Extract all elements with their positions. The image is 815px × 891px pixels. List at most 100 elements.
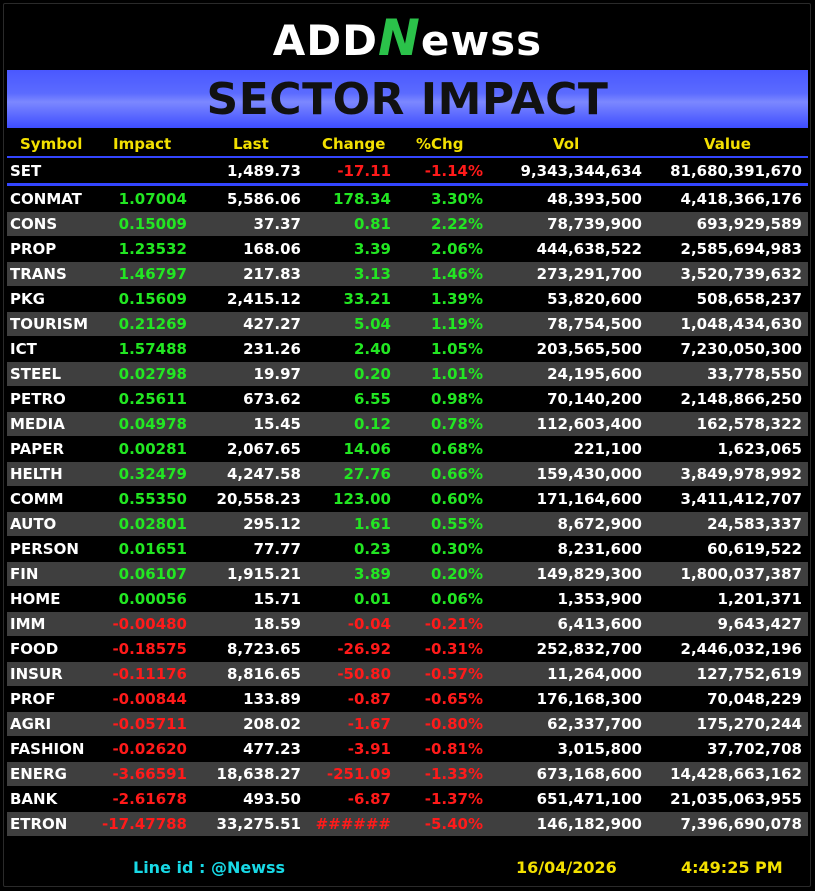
cell-change: 0.81 <box>353 215 391 233</box>
cell-symbol: INSUR <box>10 665 63 683</box>
logo-part-add: ADD <box>272 16 379 65</box>
cell-value: 1,623,065 <box>717 440 802 458</box>
cell-symbol: COMM <box>10 490 64 508</box>
cell-last: 2,067.65 <box>226 440 301 458</box>
cell-change: -6.87 <box>347 790 391 808</box>
cell-value: 9,643,427 <box>717 615 802 633</box>
cell-symbol: FOOD <box>10 640 59 658</box>
table-row: HOME 0.00056 15.71 0.01 0.06% 1,353,900 1,201,… <box>7 587 808 611</box>
cell-vol: 273,291,700 <box>536 265 642 283</box>
cell-vol: 9,343,344,634 <box>520 162 642 180</box>
cell-vol: 53,820,600 <box>547 290 642 308</box>
cell-symbol: PKG <box>10 290 45 308</box>
cell-change: -17.11 <box>337 162 391 180</box>
cell-vol: 1,353,900 <box>557 590 642 608</box>
cell-pctchg: 2.22% <box>430 215 483 233</box>
cell-value: 60,619,522 <box>707 540 802 558</box>
cell-value: 162,578,322 <box>696 415 802 433</box>
cell-pctchg: 1.46% <box>430 265 483 283</box>
cell-change: 5.04 <box>353 315 391 333</box>
cell-vol: 112,603,400 <box>536 415 642 433</box>
cell-vol: 8,231,600 <box>557 540 642 558</box>
cell-change: 0.01 <box>353 590 391 608</box>
cell-pctchg: 1.01% <box>430 365 483 383</box>
cell-pctchg: -0.81% <box>424 740 483 758</box>
cell-change: 3.13 <box>353 265 391 283</box>
cell-vol: 24,195,600 <box>547 365 642 383</box>
cell-symbol: STEEL <box>10 365 62 383</box>
cell-last: 2,415.12 <box>226 290 301 308</box>
cell-last: 477.23 <box>243 740 301 758</box>
cell-pctchg: 1.19% <box>430 315 483 333</box>
table-row: AGRI -0.05711 208.02 -1.67 -0.80% 62,337,700 1… <box>7 712 808 736</box>
column-header-change: Change <box>322 135 386 153</box>
table-row: TRANS 1.46797 217.83 3.13 1.46% 273,291,700 3,… <box>7 262 808 286</box>
cell-impact: 1.46797 <box>118 265 187 283</box>
cell-last: 8,816.65 <box>226 665 301 683</box>
cell-last: 20,558.23 <box>216 490 301 508</box>
cell-change: -26.92 <box>337 640 391 658</box>
cell-value: 4,418,366,176 <box>680 190 802 208</box>
cell-last: 208.02 <box>243 715 301 733</box>
cell-impact: 0.01651 <box>118 540 187 558</box>
table-row: BANK -2.61678 493.50 -6.87 -1.37% 651,471,100… <box>7 787 808 811</box>
cell-change: -0.87 <box>347 690 391 708</box>
cell-value: 127,752,619 <box>696 665 802 683</box>
cell-impact: 0.02801 <box>118 515 187 533</box>
cell-change: -1.67 <box>347 715 391 733</box>
cell-vol: 62,337,700 <box>547 715 642 733</box>
table-row: IMM -0.00480 18.59 -0.04 -0.21% 6,413,600 9,64… <box>7 612 808 636</box>
cell-impact: -0.18575 <box>112 640 187 658</box>
cell-pctchg: -0.21% <box>424 615 483 633</box>
cell-change: 2.40 <box>353 340 391 358</box>
cell-vol: 651,471,100 <box>536 790 642 808</box>
cell-impact: 0.02798 <box>118 365 187 383</box>
table-row: FOOD -0.18575 8,723.65 -26.92 -0.31% 252,832,… <box>7 637 808 661</box>
cell-impact: -2.61678 <box>112 790 187 808</box>
cell-impact: 0.32479 <box>118 465 187 483</box>
cell-last: 37.37 <box>253 215 301 233</box>
cell-last: 5,586.06 <box>226 190 301 208</box>
cell-pctchg: 2.06% <box>430 240 483 258</box>
cell-change: 3.39 <box>353 240 391 258</box>
table-row: STEEL 0.02798 19.97 0.20 1.01% 24,195,600 33,7… <box>7 362 808 386</box>
cell-change: 0.12 <box>353 415 391 433</box>
index-row-set: SET 1,489.73 -17.11 -1.14% 9,343,344,634… <box>7 159 808 186</box>
cell-impact: 0.21269 <box>118 315 187 333</box>
table-row: PKG 0.15609 2,415.12 33.21 1.39% 53,820,600 50… <box>7 287 808 311</box>
cell-vol: 171,164,600 <box>536 490 642 508</box>
cell-symbol: PROP <box>10 240 57 258</box>
cell-pctchg: 3.30% <box>430 190 483 208</box>
cell-symbol: TRANS <box>10 265 67 283</box>
cell-last: 1,489.73 <box>226 162 301 180</box>
cell-symbol: HOME <box>10 590 61 608</box>
footer-time: 4:49:25 PM <box>681 858 783 877</box>
column-header-value: Value <box>704 135 751 153</box>
cell-impact: -0.02620 <box>112 740 187 758</box>
cell-symbol: ETRON <box>10 815 68 833</box>
cell-value: 2,148,866,250 <box>680 390 802 408</box>
cell-last: 15.71 <box>253 590 301 608</box>
cell-last: 18.59 <box>253 615 301 633</box>
cell-pctchg: -5.40% <box>424 815 483 833</box>
table-row: PAPER 0.00281 2,067.65 14.06 0.68% 221,100 1,6… <box>7 437 808 461</box>
cell-last: 168.06 <box>243 240 301 258</box>
cell-change: -50.80 <box>337 665 391 683</box>
cell-impact: -17.47788 <box>102 815 187 833</box>
cell-impact: 0.00056 <box>118 590 187 608</box>
cell-last: 4,247.58 <box>226 465 301 483</box>
table-row: PERSON 0.01651 77.77 0.23 0.30% 8,231,600 60,6… <box>7 537 808 561</box>
cell-value: 37,702,708 <box>707 740 802 758</box>
cell-vol: 78,754,500 <box>547 315 642 333</box>
logo-part-n: N <box>378 9 421 67</box>
cell-value: 7,396,690,078 <box>680 815 802 833</box>
cell-pctchg: 0.68% <box>430 440 483 458</box>
logo-part-ewss: ewss <box>420 16 543 65</box>
table-header: Symbol Impact Last Change %Chg Vol Value <box>7 132 808 158</box>
cell-last: 15.45 <box>253 415 301 433</box>
cell-symbol: CONS <box>10 215 58 233</box>
cell-change: ###### <box>315 815 391 833</box>
cell-pctchg: -1.33% <box>424 765 483 783</box>
table-row: ICT 1.57488 231.26 2.40 1.05% 203,565,500 7,23… <box>7 337 808 361</box>
cell-last: 427.27 <box>243 315 301 333</box>
